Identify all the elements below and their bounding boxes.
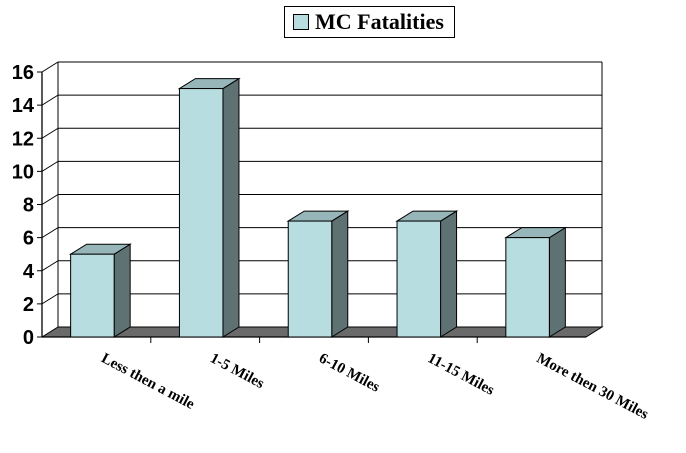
- side-gridline: [41, 227, 59, 239]
- y-tick-label: 0: [23, 327, 34, 349]
- side-gridline: [41, 293, 59, 305]
- x-tick-label: Less then a mile: [99, 350, 198, 413]
- bar-side: [440, 210, 458, 338]
- bar-side: [222, 77, 240, 338]
- side-gridline: [41, 260, 59, 272]
- bar: [505, 237, 550, 338]
- y-tick-label: 4: [23, 261, 35, 283]
- side-gridline: [41, 127, 59, 139]
- y-tick-label: 6: [23, 228, 34, 250]
- bar: [178, 88, 224, 338]
- y-tick-label: 14: [12, 95, 35, 117]
- legend-swatch: [293, 14, 309, 30]
- side-gridline: [41, 160, 59, 172]
- bar-side: [548, 226, 566, 338]
- side-gridline: [41, 61, 59, 73]
- x-tick-label: 1-5 Miles: [207, 350, 267, 392]
- bar-side: [113, 243, 131, 338]
- y-tick-label: 12: [12, 128, 34, 150]
- x-tick-label: 6-10 Miles: [316, 350, 382, 395]
- bar: [70, 253, 115, 338]
- y-tick-label: 8: [23, 195, 34, 217]
- bar-side: [331, 210, 349, 338]
- y-tick-label: 2: [23, 294, 34, 316]
- bar: [287, 220, 333, 338]
- x-tick-label: 11-15 Miles: [425, 350, 497, 398]
- x-tick-label: More then 30 Miles: [534, 350, 651, 423]
- y-tick-label: 10: [12, 161, 34, 183]
- side-gridline: [41, 94, 59, 106]
- y-tick-label: 16: [12, 62, 34, 84]
- legend: MC Fatalities: [284, 6, 455, 38]
- side-gridline: [41, 194, 59, 205]
- legend-label: MC Fatalities: [315, 9, 444, 34]
- bar: [396, 220, 442, 338]
